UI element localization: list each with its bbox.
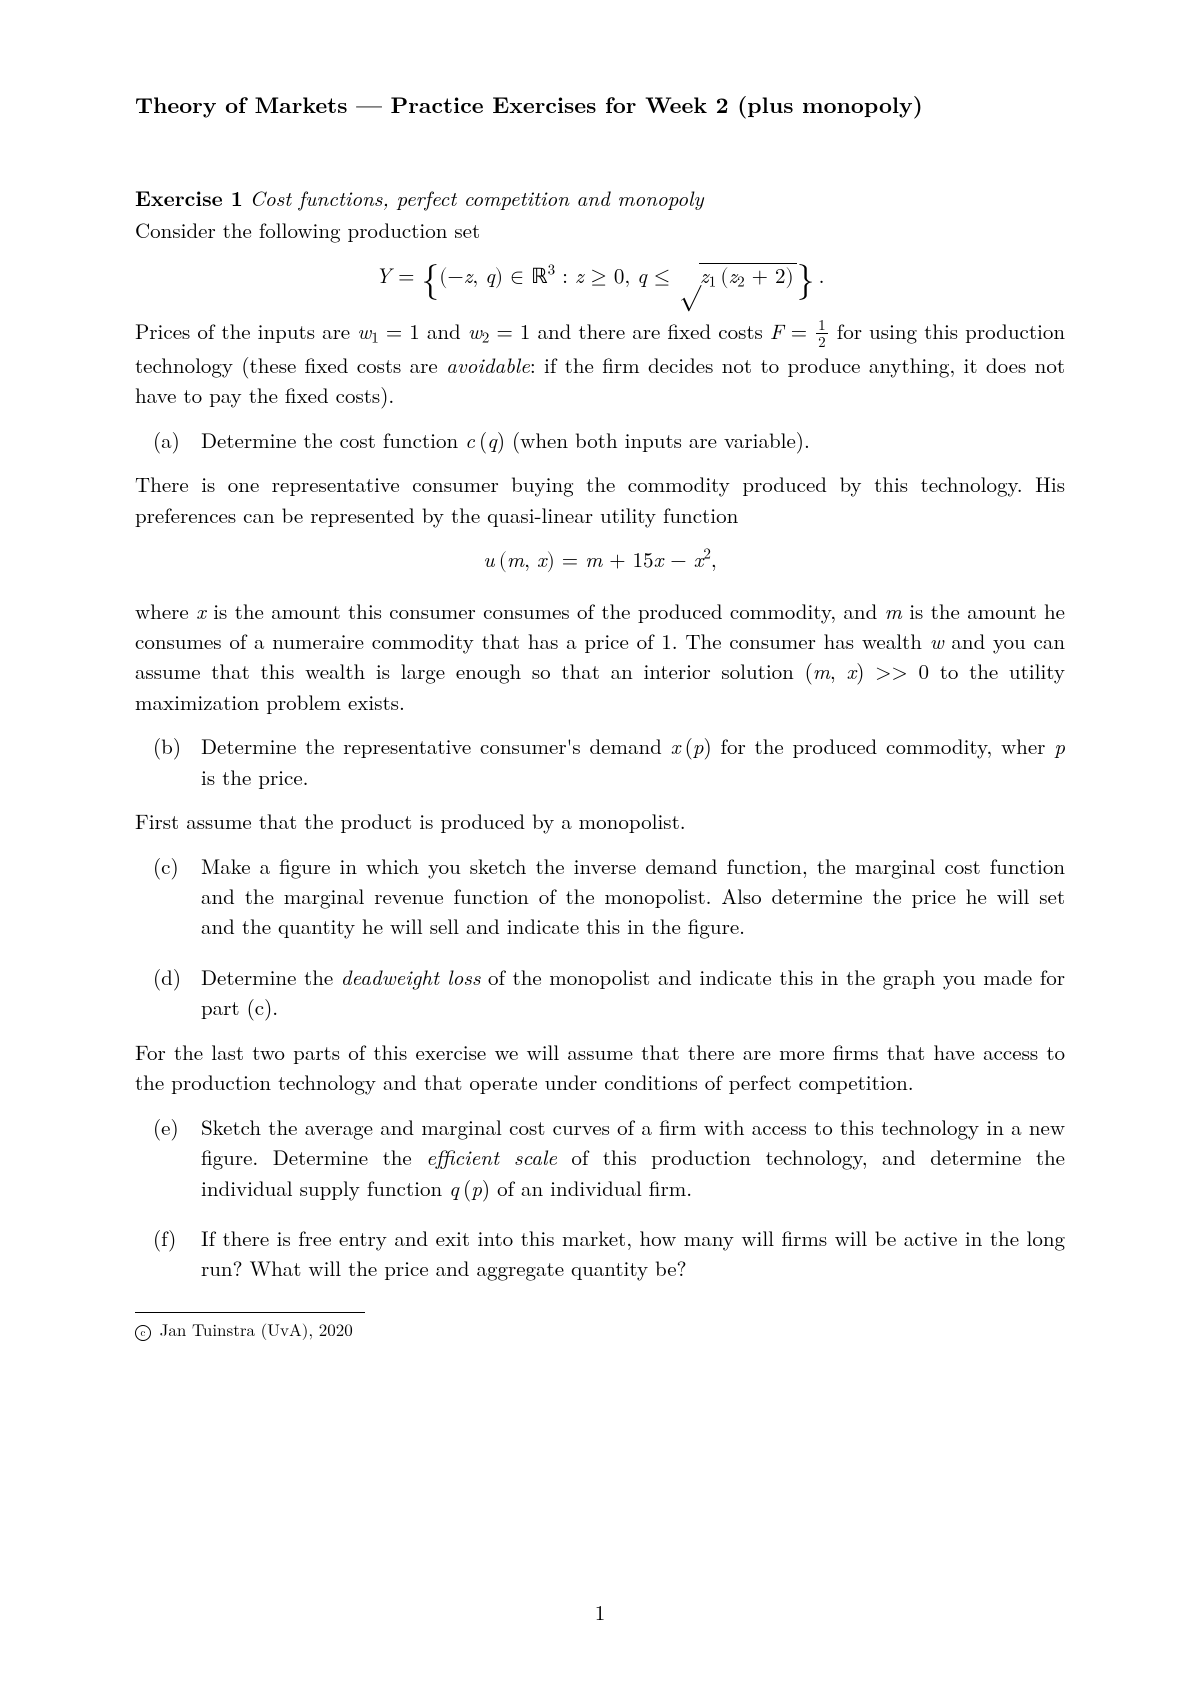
item-label: (b) [135,731,201,792]
item-label: (a) [135,425,201,455]
footnote-rule [135,1312,365,1313]
list-item: (b) Determine the representative consume… [135,731,1065,792]
item-content: Determine the cost function c (q) (when … [201,425,1065,455]
list-item: (f) If there is free entry and exit into… [135,1223,1065,1284]
text: of an individual firm. [490,1173,692,1203]
list-cd: (c) Make a figure in which you sketch th… [135,851,1065,1023]
text: is the amount this consumer consumes of … [206,596,885,626]
text: Prices of the inputs are [135,316,357,346]
item-label: (e) [135,1112,201,1203]
text: and [420,316,468,346]
exercise-label: Exercise 1 [135,183,243,213]
paragraph-prices: Prices of the inputs are w1 = 1 and w2 =… [135,316,1065,411]
paragraph-where: where x is the amount this consumer cons… [135,596,1065,718]
item-content: Sketch the average and marginal cost cur… [201,1112,1065,1203]
text: and there are fixed costs [530,316,770,346]
list-a: (a) Determine the cost function c (q) (w… [135,425,1065,455]
intro-paragraph: Consider the following production set [135,215,1065,245]
exercise-heading: Exercise 1 Cost functions, perfect compe… [135,183,1065,213]
paragraph-lasttwo: For the last two parts of this exercise … [135,1037,1065,1098]
text: Determine the [201,962,341,992]
list-item: (e) Sketch the average and marginal cost… [135,1112,1065,1203]
exercise-topic: Cost functions, perfect competition and … [250,183,704,213]
emphasis: efficient scale [426,1142,557,1172]
list-ef: (e) Sketch the average and marginal cost… [135,1112,1065,1284]
list-item: (a) Determine the cost function c (q) (w… [135,425,1065,455]
footnote: c Jan Tuinstra (UvA), 2020 [135,1317,1065,1342]
text: Determine the representative consumer's … [201,731,671,761]
item-label: (d) [135,962,201,1023]
page: Theory of Markets — Practice Exercises f… [0,0,1200,1697]
list-item: (c) Make a figure in which you sketch th… [135,851,1065,942]
item-content: Determine the deadweight loss of the mon… [201,962,1065,1023]
list-b: (b) Determine the representative consume… [135,731,1065,792]
text: is the price. [201,762,309,792]
document-title: Theory of Markets — Practice Exercises f… [135,88,1065,121]
text: where [135,596,196,626]
equation-utility: u (m, x) = m + 15x − x2, [135,544,1065,577]
page-number: 1 [0,1597,1200,1627]
text: for the produced commodity, wher [712,731,1055,761]
paragraph-consumer: There is one representative consumer buy… [135,469,1065,530]
list-item: (d) Determine the deadweight loss of the… [135,962,1065,1023]
item-label: (c) [135,851,201,942]
emphasis: deadweight loss [341,962,481,992]
paragraph-monopolist: First assume that the product is produce… [135,806,1065,836]
item-content: Make a figure in which you sketch the in… [201,851,1065,942]
item-content: Determine the representative consumer's … [201,731,1065,792]
text: Determine the cost function [201,425,465,455]
emphasis: avoidable [446,350,530,380]
footnote-text: Jan Tuinstra (UvA), 2020 [154,1317,353,1341]
equation-production-set: Y = {(−z, q) ∈ ℝ3 : z ≥ 0, q ≤ √z1 (z2 +… [135,260,1065,298]
item-label: (f) [135,1223,201,1284]
copyright-icon: c [135,1325,151,1341]
text: (when both inputs are variable). [505,425,810,455]
item-content: If there is free entry and exit into thi… [201,1223,1065,1284]
